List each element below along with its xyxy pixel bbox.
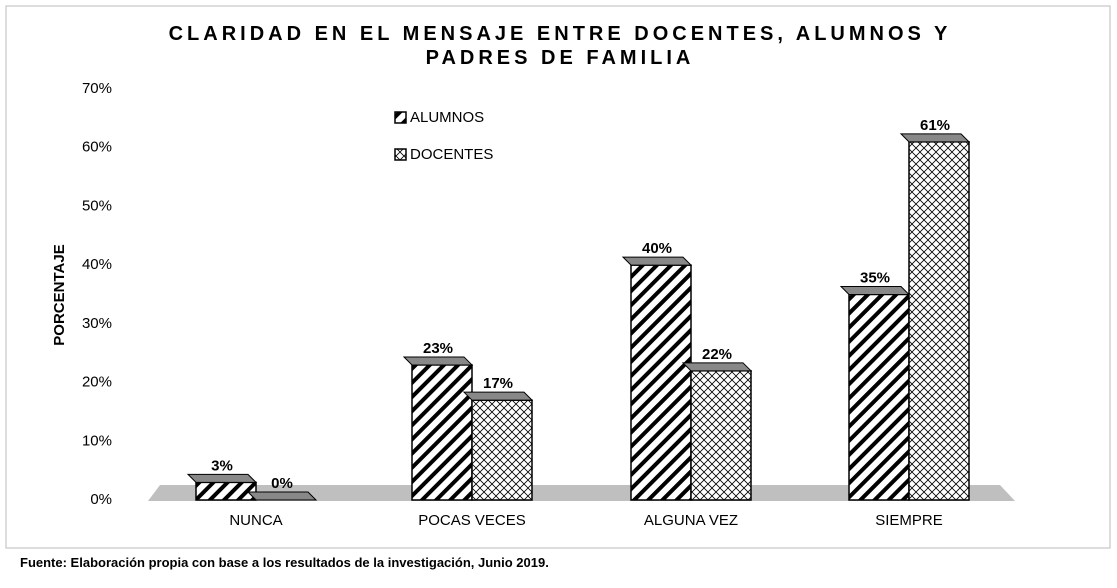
y-tick-label: 10% — [82, 432, 112, 449]
value-label: 0% — [271, 475, 293, 492]
y-tick-label: 70% — [82, 80, 112, 97]
floor — [148, 485, 1015, 501]
bar — [195, 481, 257, 501]
bar — [690, 370, 752, 501]
chart-frame — [5, 5, 1111, 549]
bar — [411, 364, 473, 501]
value-label: 17% — [483, 375, 513, 392]
x-tick-label: POCAS VECES — [418, 512, 526, 529]
bar — [908, 141, 970, 501]
value-label: 61% — [920, 117, 950, 134]
bar-top — [402, 356, 474, 366]
bar-top — [246, 491, 318, 501]
bar-top — [899, 133, 971, 143]
y-axis-label: PORCENTAJE — [51, 244, 68, 345]
bar-top — [621, 256, 693, 266]
bar-top — [681, 362, 753, 372]
x-tick-label: NUNCA — [229, 512, 282, 529]
bar — [848, 293, 910, 501]
bar-top — [462, 391, 534, 401]
y-tick-label: 0% — [90, 491, 112, 508]
y-tick-label: 60% — [82, 139, 112, 156]
y-tick-label: 50% — [82, 197, 112, 214]
value-label: 3% — [211, 457, 233, 474]
legend-label: DOCENTES — [410, 146, 493, 163]
bar — [630, 264, 692, 501]
x-tick-label: SIEMPRE — [875, 512, 943, 529]
bar — [471, 399, 533, 501]
y-tick-label: 40% — [82, 256, 112, 273]
value-label: 22% — [702, 346, 732, 363]
y-tick-label: 30% — [82, 315, 112, 332]
legend-swatch — [394, 111, 407, 124]
chart-title: CLARIDAD EN EL MENSAJE ENTRE DOCENTES, A… — [168, 23, 952, 69]
value-label: 35% — [860, 269, 890, 286]
y-tick-label: 20% — [82, 374, 112, 391]
legend-label: ALUMNOS — [410, 109, 484, 126]
value-label: 23% — [423, 340, 453, 357]
bar-top — [839, 286, 911, 295]
legend-swatch — [394, 148, 407, 161]
value-label: 40% — [642, 240, 672, 257]
x-tick-label: ALGUNA VEZ — [644, 512, 738, 529]
source-note: Fuente: Elaboración propia con base a lo… — [20, 555, 549, 570]
bar-top — [186, 473, 258, 483]
